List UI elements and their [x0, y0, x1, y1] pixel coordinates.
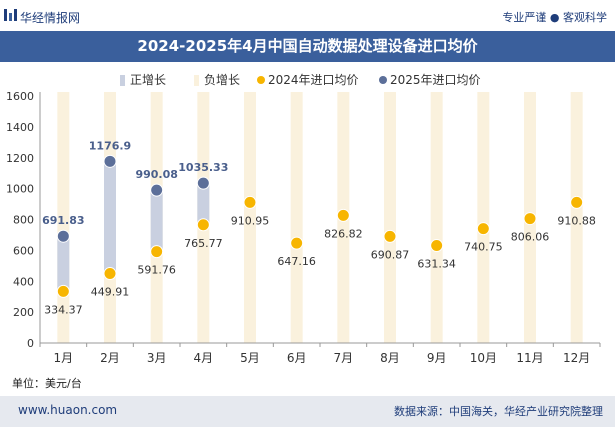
x-tick-label: 2月	[100, 351, 120, 365]
y-tick-label: 600	[13, 244, 34, 257]
x-tick-label: 12月	[563, 351, 590, 365]
legend-label: 正增长	[130, 73, 166, 87]
brand-name: 华经情报网	[20, 11, 81, 25]
x-tick-label: 10月	[470, 351, 497, 365]
point-2024	[290, 236, 304, 250]
label-2025: 990.08	[135, 168, 177, 181]
point-2024	[570, 195, 584, 209]
column-background	[570, 92, 583, 343]
tagline: 专业严谨 ● 客观科学	[502, 11, 607, 24]
x-tick-label: 11月	[516, 351, 543, 365]
y-tick-label: 1200	[6, 152, 34, 165]
label-2024: 631.34	[417, 258, 456, 271]
chart: 正增长 负增长 2024年进口均价 2025年进口均价 0 200 400 600 800 10…	[6, 73, 601, 365]
point-2024	[150, 245, 164, 259]
point-2025	[56, 229, 70, 243]
label-2024: 765.77	[184, 237, 223, 250]
point-2024	[430, 239, 444, 253]
point-2024	[336, 208, 350, 222]
legend-swatch-negative	[194, 75, 199, 86]
growth-bar-positive	[197, 183, 210, 225]
column-background	[57, 92, 70, 343]
point-2025	[150, 183, 164, 197]
x-tick-label: 6月	[287, 351, 307, 365]
chart-title: 2024-2025年4月中国自动数据处理设备进口均价	[0, 31, 615, 62]
legend-swatch-positive	[120, 75, 125, 86]
legend-label: 2025年进口均价	[390, 73, 481, 87]
brand-logo-icon	[4, 9, 17, 21]
column-background	[290, 92, 303, 343]
point-2024	[476, 222, 490, 236]
label-2024: 910.95	[231, 214, 270, 227]
data-points	[56, 154, 584, 298]
y-tick-label: 200	[13, 306, 34, 319]
column-background	[477, 92, 490, 343]
y-tick-label: 1600	[6, 90, 34, 103]
label-2025: 1176.9	[89, 139, 131, 152]
growth-bar-positive	[150, 190, 163, 252]
growth-bars	[57, 92, 583, 343]
footer-source: 数据来源：中国海关，华经产业研究院整理	[394, 405, 603, 418]
label-2025: 1035.33	[178, 161, 228, 174]
label-2025: 691.83	[42, 214, 84, 227]
label-2024: 826.82	[324, 227, 363, 240]
legend-label: 负增长	[204, 73, 240, 87]
column-background	[430, 92, 443, 343]
y-tick-label: 1400	[6, 121, 34, 134]
legend-swatch-2025	[379, 76, 387, 84]
column-background	[384, 92, 396, 343]
data-labels: 334.37 449.91 591.76 765.77 910.95 647.16 826.…	[42, 139, 596, 316]
point-2025	[196, 176, 210, 190]
x-tick-label: 5月	[240, 351, 260, 365]
legend-swatch-2024	[257, 76, 265, 84]
x-tick-label: 8月	[380, 351, 400, 365]
point-2025	[103, 154, 117, 168]
point-2024	[103, 267, 117, 281]
x-tick-label: 9月	[427, 351, 447, 365]
top-bar: 华经情报网 专业严谨 ● 客观科学	[0, 0, 615, 30]
footer-site[interactable]: www.huaon.com	[18, 403, 118, 417]
growth-bar-positive	[104, 161, 116, 274]
label-2024: 740.75	[464, 241, 503, 254]
point-2024	[523, 212, 537, 226]
x-tick-label: 7月	[334, 351, 354, 365]
legend-label: 2024年进口均价	[268, 73, 359, 87]
y-axis: 0 200 400 600 800 1000 1200 1400 1600	[6, 90, 41, 350]
label-2024: 591.76	[137, 264, 176, 277]
y-tick-label: 1000	[6, 183, 34, 196]
point-2024	[56, 284, 70, 298]
y-tick-label: 800	[13, 214, 34, 227]
point-2024	[243, 195, 257, 209]
x-tick-label: 4月	[194, 351, 214, 365]
y-tick-label: 400	[13, 275, 34, 288]
point-2024	[383, 229, 397, 243]
label-2024: 690.87	[371, 248, 410, 261]
unit-label: 单位：美元/台	[12, 377, 82, 390]
footer: www.huaon.com 数据来源：中国海关，华经产业研究院整理	[0, 396, 615, 427]
column-background	[244, 92, 256, 343]
label-2024: 449.91	[91, 286, 130, 299]
growth-bar-positive	[57, 236, 70, 292]
y-tick-label: 0	[27, 337, 34, 350]
label-2024: 334.37	[44, 303, 83, 316]
point-2024	[196, 218, 210, 232]
label-2024: 910.88	[557, 214, 596, 227]
x-tick-label: 1月	[54, 351, 74, 365]
x-tick-label: 3月	[147, 351, 167, 365]
legend: 正增长 负增长 2024年进口均价 2025年进口均价	[120, 73, 481, 87]
label-2024: 806.06	[511, 231, 550, 244]
x-axis: 1月 2月 3月 4月 5月 6月 7月 8月 9月 10月 11月 12月	[39, 342, 601, 365]
label-2024: 647.16	[277, 255, 316, 268]
